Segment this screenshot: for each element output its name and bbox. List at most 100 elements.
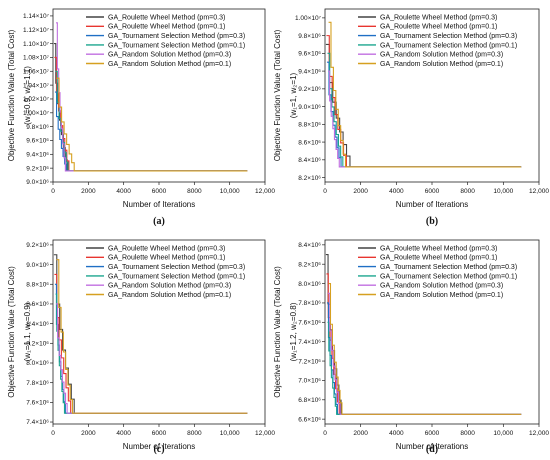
x-tick-label: 0	[51, 430, 55, 437]
x-tick-label: 4000	[116, 430, 131, 437]
legend-entry: GA_Roulette Wheel Method (pm=0.1)	[380, 255, 497, 262]
legend-entry: GA_Tournament Selection Method (pm=0.3)	[380, 33, 517, 40]
legend-entry: GA_Tournament Selection Method (pm=0.1)	[108, 273, 245, 280]
y-tick-label: 9.8×10⁶	[298, 33, 321, 40]
y-tick-label: 8.6×10⁶	[298, 139, 321, 146]
legend-entry: GA_Tournament Selection Method (pm=0.3)	[108, 264, 245, 271]
y-tick-label: 9.0×10⁶	[26, 179, 49, 186]
series-line	[325, 43, 522, 168]
y-tick-label: 9.6×10⁶	[26, 138, 49, 145]
panel-caption: (d)	[426, 444, 438, 455]
y-axis-weights-label: (w₁=1.2, w₂=0.8)	[289, 302, 298, 361]
y-tick-label: 9.2×10⁶	[298, 86, 321, 93]
series-line	[328, 70, 522, 168]
series-line	[327, 52, 522, 168]
y-tick-label: 8.6×10⁶	[26, 301, 49, 308]
x-tick-label: 12,000	[529, 430, 549, 437]
series-line	[327, 321, 522, 415]
series-line	[54, 56, 248, 172]
y-tick-label: 1.00×10⁷	[295, 15, 322, 22]
y-axis-label: Objective Function Value (Total Cost)	[273, 266, 282, 398]
y-tick-label: 9.2×10⁶	[26, 165, 49, 172]
y-tick-label: 1.02×10⁷	[23, 96, 50, 103]
series-line	[328, 21, 522, 168]
y-axis-label: Objective Function Value (Total Cost)	[273, 29, 282, 161]
y-tick-label: 9.8×10⁶	[26, 124, 49, 131]
series-line	[55, 293, 248, 414]
y-tick-label: 1.06×10⁷	[23, 68, 50, 75]
x-tick-label: 0	[323, 188, 327, 195]
y-tick-label: 1.12×10⁷	[23, 27, 50, 34]
x-tick-label: 8000	[187, 188, 202, 195]
x-tick-label: 10,000	[220, 188, 240, 195]
x-tick-label: 0	[323, 430, 327, 437]
y-tick-label: 9.2×10⁶	[26, 242, 49, 249]
y-tick-label: 7.0×10⁶	[298, 378, 321, 385]
y-tick-label: 6.8×10⁶	[298, 397, 321, 404]
y-tick-label: 8.4×10⁶	[298, 242, 321, 249]
legend-entry: GA_Roulette Wheel Method (pm=0.3)	[380, 14, 497, 21]
legend-entry: GA_Roulette Wheel Method (pm=0.1)	[380, 24, 497, 31]
legend-entry: GA_Tournament Selection Method (pm=0.1)	[108, 42, 245, 49]
legend-entry: GA_Roulette Wheel Method (pm=0.3)	[108, 14, 225, 21]
y-tick-label: 1.04×10⁷	[23, 82, 50, 89]
y-axis-label: Objective Function Value (Total Cost)	[7, 266, 16, 398]
y-tick-label: 8.2×10⁶	[298, 175, 321, 182]
x-axis-label: Number of Iterations	[123, 442, 195, 451]
y-tick-label: 1.00×10⁷	[23, 110, 50, 117]
x-tick-label: 10,000	[493, 188, 513, 195]
chart-panel-b: 0 2000 4000 6000 8000 10,000 12,000 8.2×10⁶ 8.4×…	[273, 8, 549, 227]
legend-entry: GA_Random Solution Method (pm=0.1)	[108, 292, 231, 299]
legend-entry: GA_Random Solution Method (pm=0.3)	[380, 52, 503, 59]
x-axis-label: Number of Iterations	[396, 200, 468, 209]
series-line	[328, 283, 522, 415]
panel-caption: (a)	[153, 216, 165, 227]
chart-panel-d: 0 2000 4000 6000 8000 10,000 12,000 6.6×10⁶ 6.8×…	[273, 239, 549, 455]
x-axis-label: Number of Iterations	[396, 442, 468, 451]
y-axis-weights-label: (w₁=1, w₂=1)	[289, 72, 298, 118]
y-tick-label: 7.6×10⁶	[298, 320, 321, 327]
y-axis-weights-label: (w₁=1.1, w₂=0.9)	[23, 302, 32, 361]
series-line	[56, 303, 248, 414]
series-line	[328, 292, 522, 415]
legend-entry: GA_Tournament Selection Method (pm=0.3)	[108, 33, 245, 40]
y-tick-label: 7.2×10⁶	[298, 358, 321, 365]
legend-entry: GA_Random Solution Method (pm=0.3)	[380, 283, 503, 290]
y-tick-label: 7.6×10⁶	[26, 400, 49, 407]
x-axis-label: Number of Iterations	[123, 200, 195, 209]
series-line	[54, 283, 248, 414]
x-tick-label: 6000	[152, 430, 167, 437]
x-tick-label: 12,000	[255, 430, 275, 437]
chart-panel-c: 0 2000 4000 6000 8000 10,000 12,000 7.4×10⁶ 7.6×…	[7, 239, 275, 455]
series-line	[326, 302, 522, 415]
y-tick-label: 8.2×10⁶	[298, 261, 321, 268]
legend-entry: GA_Tournament Selection Method (pm=0.3)	[380, 264, 517, 271]
x-tick-label: 8000	[187, 430, 202, 437]
x-tick-label: 12,000	[255, 188, 275, 195]
y-tick-label: 9.4×10⁶	[26, 152, 49, 159]
chart-panel-a: 0 2000 4000 6000 8000 10,000 12,000 9.0×10⁶ 9.2×…	[7, 8, 275, 227]
y-tick-label: 7.4×10⁶	[26, 419, 49, 426]
legend-entry: GA_Random Solution Method (pm=0.1)	[380, 61, 503, 68]
y-tick-label: 8.0×10⁶	[26, 360, 49, 367]
y-tick-label: 9.6×10⁶	[298, 51, 321, 58]
series-line	[326, 61, 522, 168]
x-tick-label: 10,000	[493, 430, 513, 437]
y-tick-label: 1.10×10⁷	[23, 41, 50, 48]
legend-entry: GA_Random Solution Method (pm=0.1)	[108, 61, 231, 68]
legend-entry: GA_Tournament Selection Method (pm=0.1)	[380, 273, 517, 280]
y-tick-label: 7.8×10⁶	[26, 380, 49, 387]
x-tick-label: 0	[51, 188, 55, 195]
y-tick-label: 6.6×10⁶	[298, 416, 321, 423]
x-tick-label: 10,000	[220, 430, 240, 437]
x-tick-label: 6000	[425, 188, 440, 195]
x-tick-label: 8000	[460, 430, 475, 437]
y-tick-label: 1.08×10⁷	[23, 55, 50, 62]
legend-entry: GA_Roulette Wheel Method (pm=0.1)	[108, 255, 225, 262]
x-tick-label: 2000	[353, 430, 368, 437]
y-tick-label: 8.4×10⁶	[298, 157, 321, 164]
y-tick-label: 8.0×10⁶	[298, 281, 321, 288]
y-tick-label: 9.0×10⁶	[26, 262, 49, 269]
x-tick-label: 6000	[425, 430, 440, 437]
